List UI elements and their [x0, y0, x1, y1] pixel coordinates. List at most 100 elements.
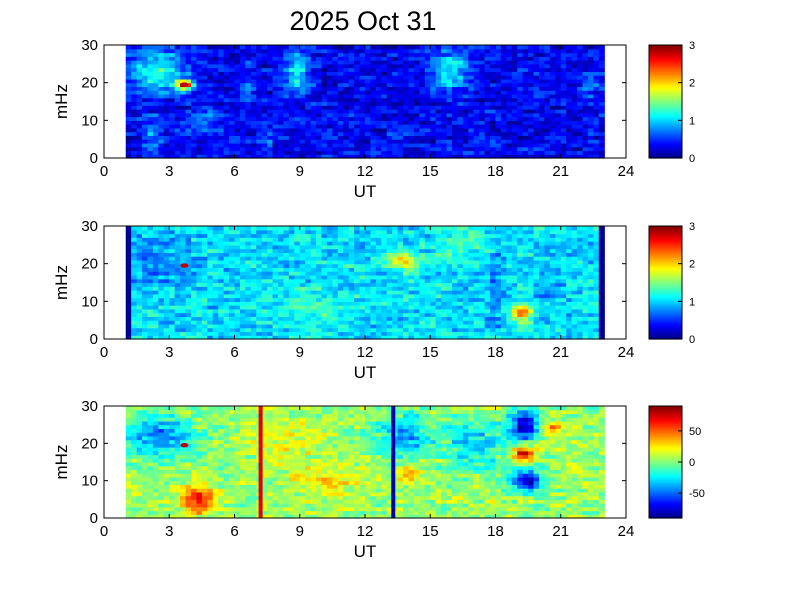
heatmap-cell [272, 146, 279, 152]
heatmap-cell [305, 67, 312, 72]
heatmap-cell [500, 56, 507, 61]
heatmap-cell [212, 78, 219, 84]
heatmap-cell [229, 327, 236, 333]
heatmap-cell [223, 237, 230, 242]
heatmap-cell [288, 124, 295, 129]
heatmap-cell [381, 93, 388, 99]
heatmap-cell [278, 278, 285, 284]
heatmap-cell [234, 78, 241, 84]
colorbar-swatch [649, 119, 682, 122]
heatmap-cell [278, 131, 285, 136]
heatmap-cell [506, 323, 513, 329]
heatmap-cell [239, 335, 246, 340]
heatmap-cell [560, 75, 567, 80]
heatmap-cell [375, 112, 382, 118]
heatmap-cell [397, 90, 404, 95]
heatmap-cell [201, 90, 208, 95]
heatmap-cell [375, 286, 382, 291]
heatmap-cell [212, 142, 219, 148]
heatmap-cell [180, 67, 187, 72]
heatmap-cell [169, 135, 176, 140]
heatmap-cell [261, 248, 268, 253]
colorbar-swatch [649, 145, 682, 149]
heatmap-cell [490, 252, 497, 257]
heatmap-cell [185, 226, 192, 231]
heatmap-cell [218, 45, 225, 50]
heatmap-cell [397, 109, 404, 114]
heatmap-cell [522, 323, 529, 329]
heatmap-cell [174, 297, 181, 302]
heatmap-cell [452, 323, 459, 329]
heatmap-cell [506, 78, 513, 84]
heatmap-cell [528, 305, 535, 310]
heatmap-cell [462, 259, 469, 265]
heatmap-cell [223, 331, 230, 336]
heatmap-cell [142, 131, 149, 136]
heatmap-cell [375, 142, 382, 148]
heatmap-cell [473, 150, 480, 155]
heatmap-cell [163, 139, 170, 144]
heatmap-cell [125, 335, 132, 340]
heatmap-cell [147, 305, 154, 310]
heatmap-cell [278, 48, 285, 54]
heatmap-cell [207, 252, 214, 257]
heatmap-cell [403, 56, 410, 61]
heatmap-cell [506, 327, 513, 333]
heatmap-cell [288, 278, 295, 284]
heatmap-cell [484, 241, 491, 246]
heatmap-cell [337, 331, 344, 336]
heatmap-cell [370, 233, 377, 238]
heatmap-cell [522, 45, 529, 50]
heatmap-cell [484, 331, 491, 336]
heatmap-cell [158, 82, 165, 88]
heatmap-cell [250, 142, 257, 148]
heatmap-cell [386, 229, 393, 235]
heatmap-cell [354, 308, 361, 314]
heatmap-cell [267, 56, 274, 61]
heatmap-cell [223, 90, 230, 95]
heatmap-cell [294, 252, 301, 257]
heatmap-cell [321, 305, 328, 310]
heatmap-cell [185, 229, 192, 235]
heatmap-cell [386, 75, 393, 80]
heatmap-cell [136, 60, 143, 65]
heatmap-cell [462, 237, 469, 242]
heatmap-cell [142, 105, 149, 110]
heatmap-cell [326, 327, 333, 333]
heatmap-cell [419, 154, 426, 159]
heatmap-cell [484, 78, 491, 84]
heatmap-cell [430, 308, 437, 314]
heatmap-cell [495, 297, 502, 302]
heatmap-cell [288, 71, 295, 76]
heatmap-cell [381, 237, 388, 242]
heatmap-cell [446, 90, 453, 95]
heatmap-cell [310, 127, 317, 133]
heatmap-cell [354, 154, 361, 159]
heatmap-cell [158, 327, 165, 333]
heatmap-cell [169, 75, 176, 80]
heatmap-cell [359, 93, 366, 99]
heatmap-cell [598, 97, 605, 103]
heatmap-cell [533, 90, 540, 95]
heatmap-cell [180, 259, 187, 265]
heatmap-cell [430, 127, 437, 133]
heatmap-cell [278, 241, 285, 246]
heatmap-cell [261, 139, 268, 144]
heatmap-cell [239, 139, 246, 144]
heatmap-cell [218, 97, 225, 103]
heatmap-cell [180, 63, 187, 69]
heatmap-cell [397, 252, 404, 257]
heatmap-cell [294, 135, 301, 140]
heatmap-cell [185, 71, 192, 76]
heatmap-cell [223, 305, 230, 310]
heatmap-cell [261, 335, 268, 340]
heatmap-cell [234, 48, 241, 54]
heatmap-cell [229, 60, 236, 65]
heatmap-cell [326, 105, 333, 110]
heatmap-cell [468, 293, 475, 299]
heatmap-cell [533, 124, 540, 129]
heatmap-cell [413, 127, 420, 133]
heatmap-cell [484, 105, 491, 110]
heatmap-cell [256, 312, 263, 317]
heatmap-cell [278, 256, 285, 261]
